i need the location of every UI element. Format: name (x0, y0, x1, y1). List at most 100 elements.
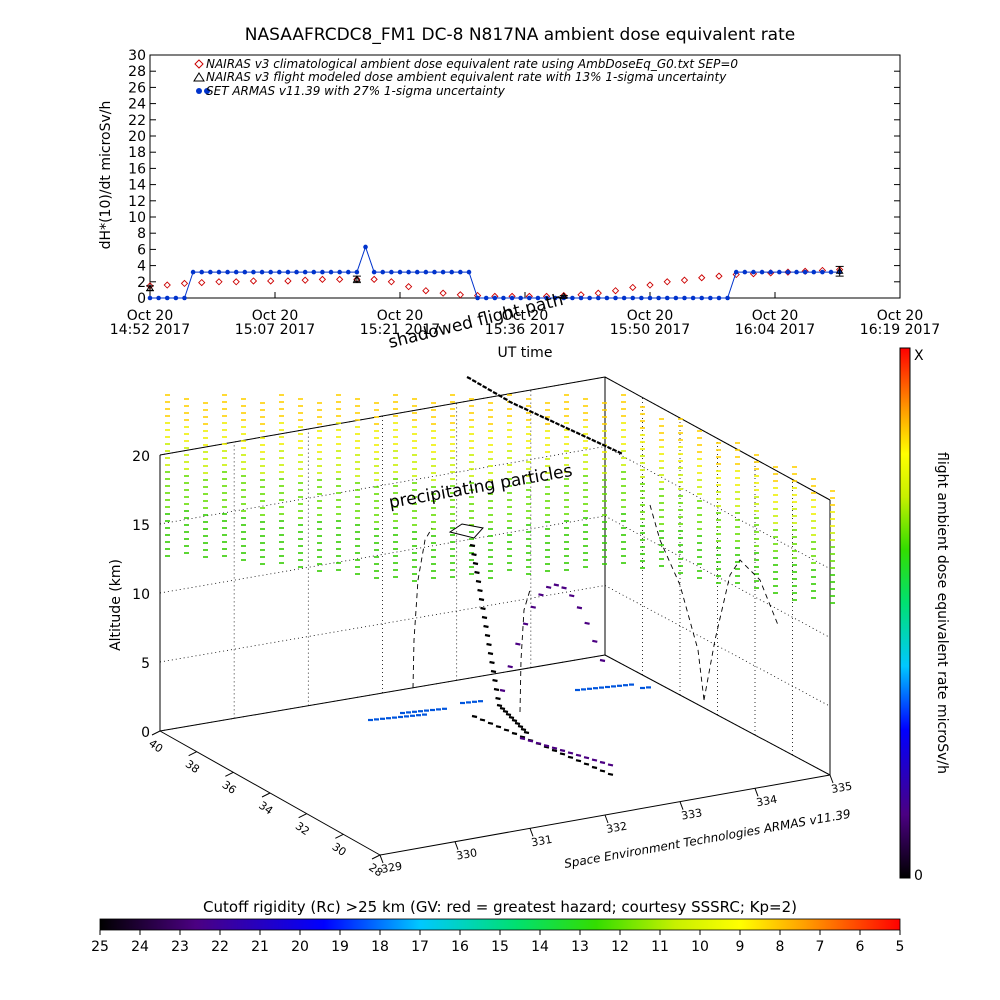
latitude-tick-label: 38 (183, 757, 202, 776)
top-x-tick-label-line2: 16:19 2017 (860, 322, 940, 338)
top-x-axis-label: UT time (498, 345, 553, 361)
top-y-tick-label: 28 (128, 64, 146, 80)
longitude-tick (454, 841, 459, 850)
legend: NAIRAS v3 climatological ambient dose eq… (193, 57, 738, 98)
armas-point (708, 295, 713, 301)
armas-point (432, 269, 437, 275)
dose-colorbar-gradient (899, 347, 911, 879)
cutoff-rigidity-tick-label: 7 (816, 939, 825, 955)
armas-point (423, 269, 429, 275)
armas-point (173, 295, 179, 301)
armas-point (716, 295, 722, 301)
armas-point (320, 269, 325, 275)
armas-point (544, 295, 549, 301)
cutoff-rigidity-tick-label: 18 (371, 939, 389, 955)
shadow-path-mark (534, 412, 540, 417)
flight-track-mark (475, 579, 482, 584)
shadow-path-mark (612, 448, 618, 453)
3d-grid (159, 376, 831, 776)
armas-point (587, 295, 592, 301)
flight-track-mark (496, 703, 503, 708)
top-x-tick-label-line1: Oct 20 (127, 308, 173, 324)
armas-point (725, 295, 730, 301)
armas-point (302, 269, 308, 275)
climatological-point (284, 277, 292, 285)
cutoff-rigidity-tick-label: 12 (611, 939, 629, 955)
flight-track-mark (575, 759, 582, 763)
latitude-tick (151, 730, 161, 736)
flight-track-mark-purple (567, 751, 574, 755)
cutoff-rigidity-tick-label: 8 (776, 939, 785, 955)
modeled-point (559, 292, 568, 299)
legend-entry-armas: SET ARMAS v11.39 with 27% 1-sigma uncert… (206, 84, 506, 98)
dose-colorbar: X 0 flight ambient dose equivalent rate … (899, 347, 950, 884)
top-series-layer (146, 244, 844, 301)
climatological-point (336, 275, 344, 284)
altitude-tick-label: 0 (141, 725, 150, 741)
top-y-tick-label: 6 (137, 242, 146, 258)
longitude-tick-label: 334 (755, 793, 778, 809)
flight-track-mark-purple (519, 736, 526, 741)
armas-point (621, 295, 627, 301)
cutoff-rigidity-gradient (99, 918, 901, 931)
flight-track-mark (502, 709, 509, 714)
shadow-path-mark (466, 376, 472, 380)
top-x-tick-label-line1: Oct 20 (377, 308, 423, 324)
shadow-path-mark (497, 394, 503, 398)
latitude-tick-label: 32 (293, 819, 312, 838)
altitude-tick-label: 15 (132, 518, 150, 534)
armas-point (475, 295, 480, 301)
flight-track-mark-purple (599, 658, 606, 663)
armas-point (578, 295, 584, 301)
armas-point (233, 269, 239, 275)
top-y-tick-label: 12 (128, 194, 146, 210)
armas-point (802, 269, 808, 275)
flight-track-mark-purple (584, 621, 590, 625)
armas-point (811, 269, 817, 275)
flight-track-mark (490, 669, 497, 674)
flight-track-mark (493, 687, 500, 692)
armas-point (354, 269, 360, 275)
cutoff-rigidity-tick-label: 5 (896, 939, 905, 955)
armas-point (225, 269, 230, 275)
flight-track-mark (551, 748, 558, 753)
shadow-path-mark (539, 414, 545, 419)
armas-point (311, 269, 317, 275)
armas-point (604, 295, 610, 301)
flight-track-mark-purple (545, 585, 552, 589)
flight-track-mark (484, 633, 491, 638)
shadow-path-mark (518, 405, 524, 409)
flight-track-mark (472, 561, 479, 566)
flight-track-mark (583, 762, 590, 766)
aircraft-marker (448, 523, 484, 539)
climatological-point (715, 272, 723, 280)
armas-point (552, 295, 558, 301)
legend-entry-climatological: NAIRAS v3 climatological ambient dose eq… (206, 57, 738, 71)
armas-point (595, 295, 601, 301)
climatological-point (318, 275, 327, 284)
shadow-path-mark (471, 379, 477, 383)
climatological-point (611, 287, 620, 295)
flight-track-mark (523, 730, 530, 735)
flight-track-mark (559, 752, 566, 756)
cutoff-rigidity-tick-label: 9 (736, 939, 745, 955)
flight-track-mark (483, 624, 489, 629)
top-y-tick-label: 22 (128, 113, 146, 129)
legend-entry-modeled: NAIRAS v3 flight modeled dose ambient eq… (206, 70, 727, 84)
altitude-tick-label: 20 (132, 449, 150, 465)
top-y-axis-label: dH*(10)/dt microSv/h (98, 101, 114, 250)
flight-track-mark (478, 597, 485, 602)
armas-point (828, 269, 834, 275)
armas-point (414, 269, 420, 275)
top-x-tick-label-line2: 15:07 2017 (235, 322, 315, 338)
climatological-point (680, 276, 689, 284)
shadow-path-mark (487, 388, 493, 392)
flight-track-mark (479, 718, 486, 722)
dose-colorbar-min: 0 (914, 868, 923, 884)
shadow-path-mark (554, 421, 560, 426)
shadow-path-mark (606, 445, 612, 450)
top-y-tick-label: 8 (137, 226, 146, 242)
